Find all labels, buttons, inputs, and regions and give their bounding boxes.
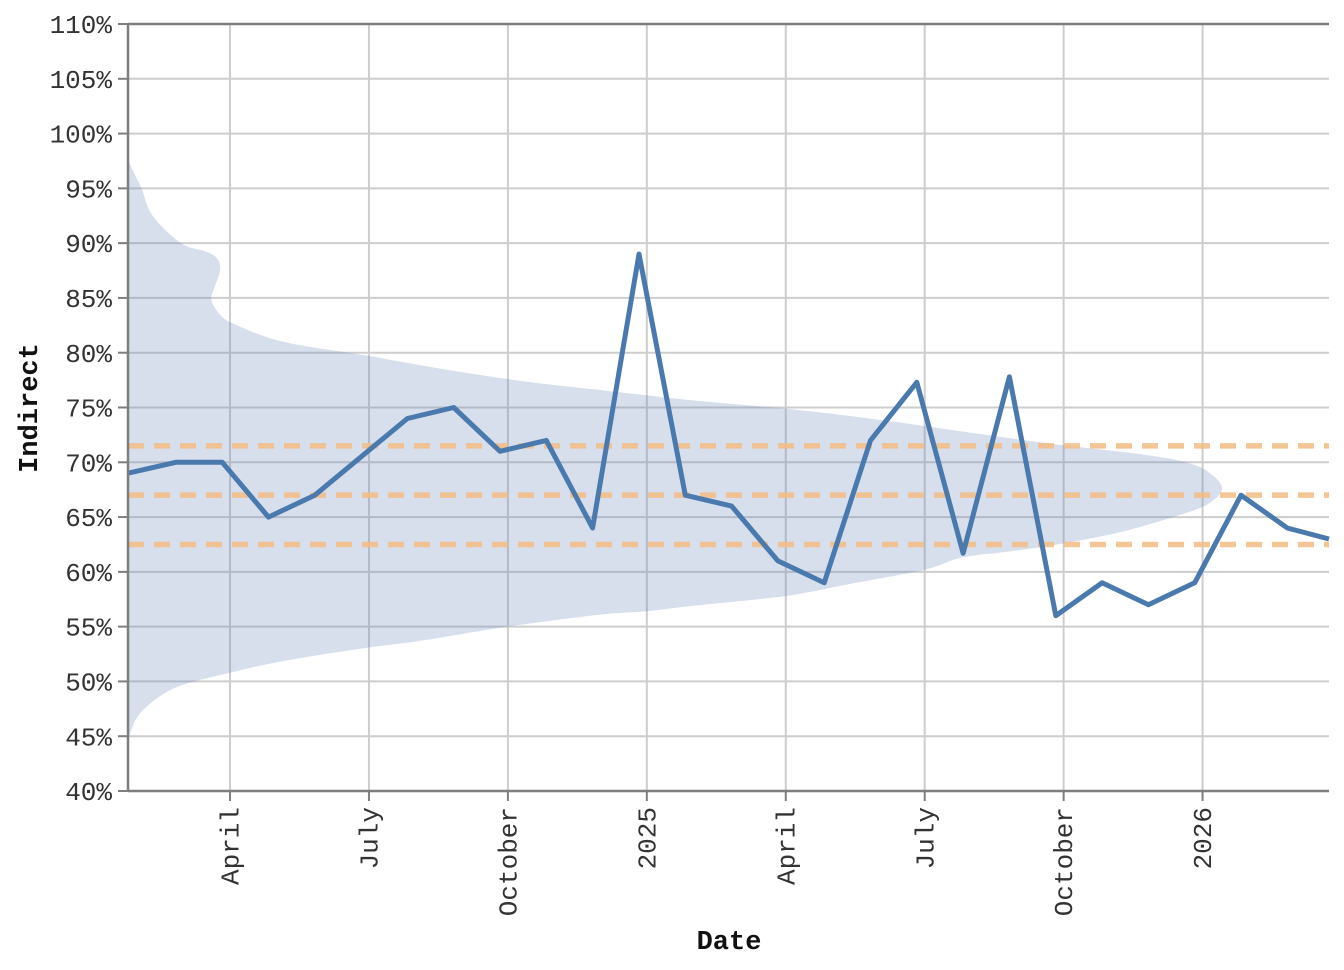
- y-tick-label: 55%: [65, 614, 112, 644]
- y-tick-label: 50%: [65, 669, 112, 699]
- y-tick-label: 100%: [50, 121, 113, 151]
- y-tick-label: 45%: [65, 723, 112, 753]
- y-tick-label: 80%: [65, 340, 112, 370]
- indirect-line: [127, 251, 1330, 619]
- x-tick-label: April: [772, 807, 802, 885]
- x-tick-label: 2026: [1189, 807, 1219, 869]
- x-tick-label: October: [1050, 807, 1080, 916]
- y-tick-label: 95%: [65, 175, 112, 205]
- x-tick-label: 2025: [633, 807, 663, 869]
- y-tick-label: 105%: [50, 66, 113, 96]
- x-tick-label: July: [911, 807, 941, 869]
- y-tick-label: 40%: [65, 778, 112, 808]
- y-tick-label: 75%: [65, 395, 112, 425]
- x-tick-label: October: [494, 807, 524, 916]
- y-tick-label: 90%: [65, 230, 112, 260]
- x-tick-label: July: [356, 807, 386, 869]
- x-axis-label: Date: [696, 928, 762, 958]
- y-tick-label: 65%: [65, 504, 112, 534]
- y-tick-label: 60%: [65, 559, 112, 589]
- y-tick-label: 70%: [65, 449, 112, 479]
- x-tick-label: April: [217, 807, 247, 885]
- y-tick-label: 85%: [65, 285, 112, 315]
- y-axis-label: Indirect: [16, 343, 46, 473]
- y-tick-label: 110%: [50, 11, 113, 41]
